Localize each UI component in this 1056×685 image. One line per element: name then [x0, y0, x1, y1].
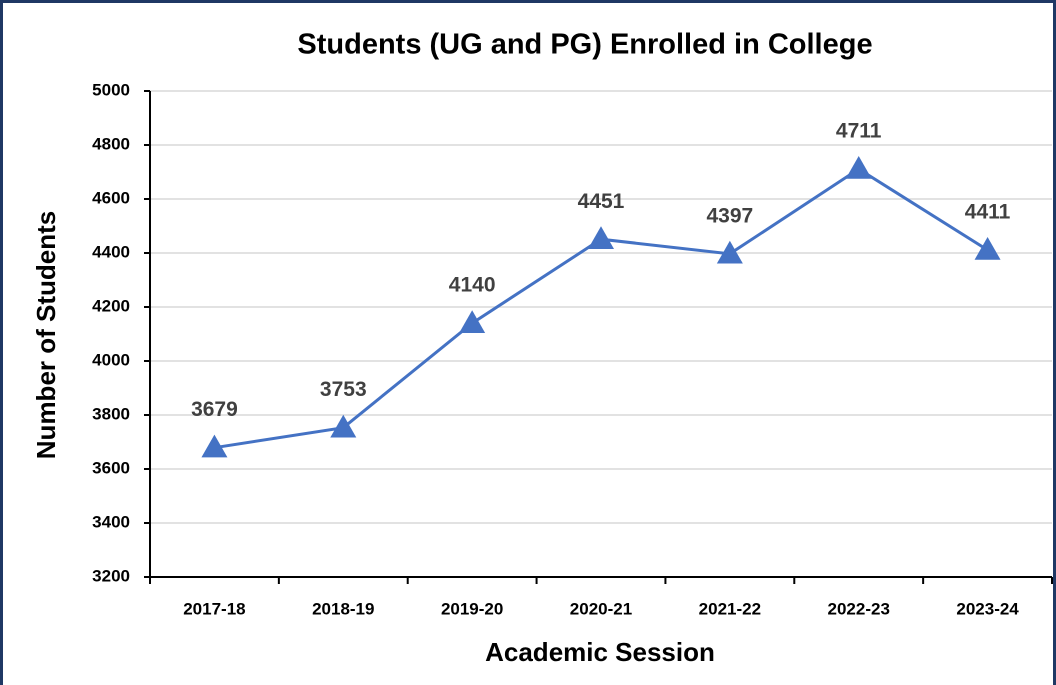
marker — [330, 414, 357, 438]
y-tick-label: 3200 — [92, 566, 130, 585]
y-tick-label: 4800 — [92, 134, 130, 153]
data-label: 3679 — [191, 398, 238, 421]
data-label: 4140 — [449, 274, 496, 297]
x-tick-label: 2021-22 — [699, 599, 761, 618]
data-label: 3753 — [320, 378, 367, 401]
y-tick-label: 4600 — [92, 188, 130, 207]
y-tick-label: 4200 — [92, 296, 130, 315]
y-tick-label: 3400 — [92, 512, 130, 531]
x-axis-label: Academic Session — [485, 637, 715, 667]
data-label: 4711 — [836, 120, 882, 143]
y-tick-label: 3600 — [92, 458, 130, 477]
data-label: 4397 — [706, 204, 753, 227]
marker — [459, 310, 486, 333]
x-tick-label: 2017-18 — [183, 599, 245, 618]
y-tick-label: 5000 — [92, 80, 130, 99]
x-tick-label: 2023-24 — [956, 599, 1019, 618]
x-tick-label: 2019-20 — [441, 599, 503, 618]
y-tick-label: 4000 — [92, 350, 130, 369]
x-tick-label: 2018-19 — [312, 599, 374, 618]
marker — [974, 237, 1001, 260]
marker — [201, 434, 228, 458]
marker — [588, 226, 614, 249]
data-label: 4411 — [965, 201, 1011, 224]
y-tick-label: 4400 — [92, 242, 130, 261]
marker — [845, 156, 872, 179]
y-tick-label: 3800 — [92, 404, 130, 423]
x-tick-label: 2020-21 — [570, 599, 632, 618]
data-label: 4451 — [578, 190, 625, 213]
chart-title: Students (UG and PG) Enrolled in College — [297, 29, 872, 61]
x-tick-label: 2022-23 — [828, 599, 890, 618]
y-axis-label: Number of Students — [31, 211, 61, 459]
marker — [716, 240, 743, 264]
